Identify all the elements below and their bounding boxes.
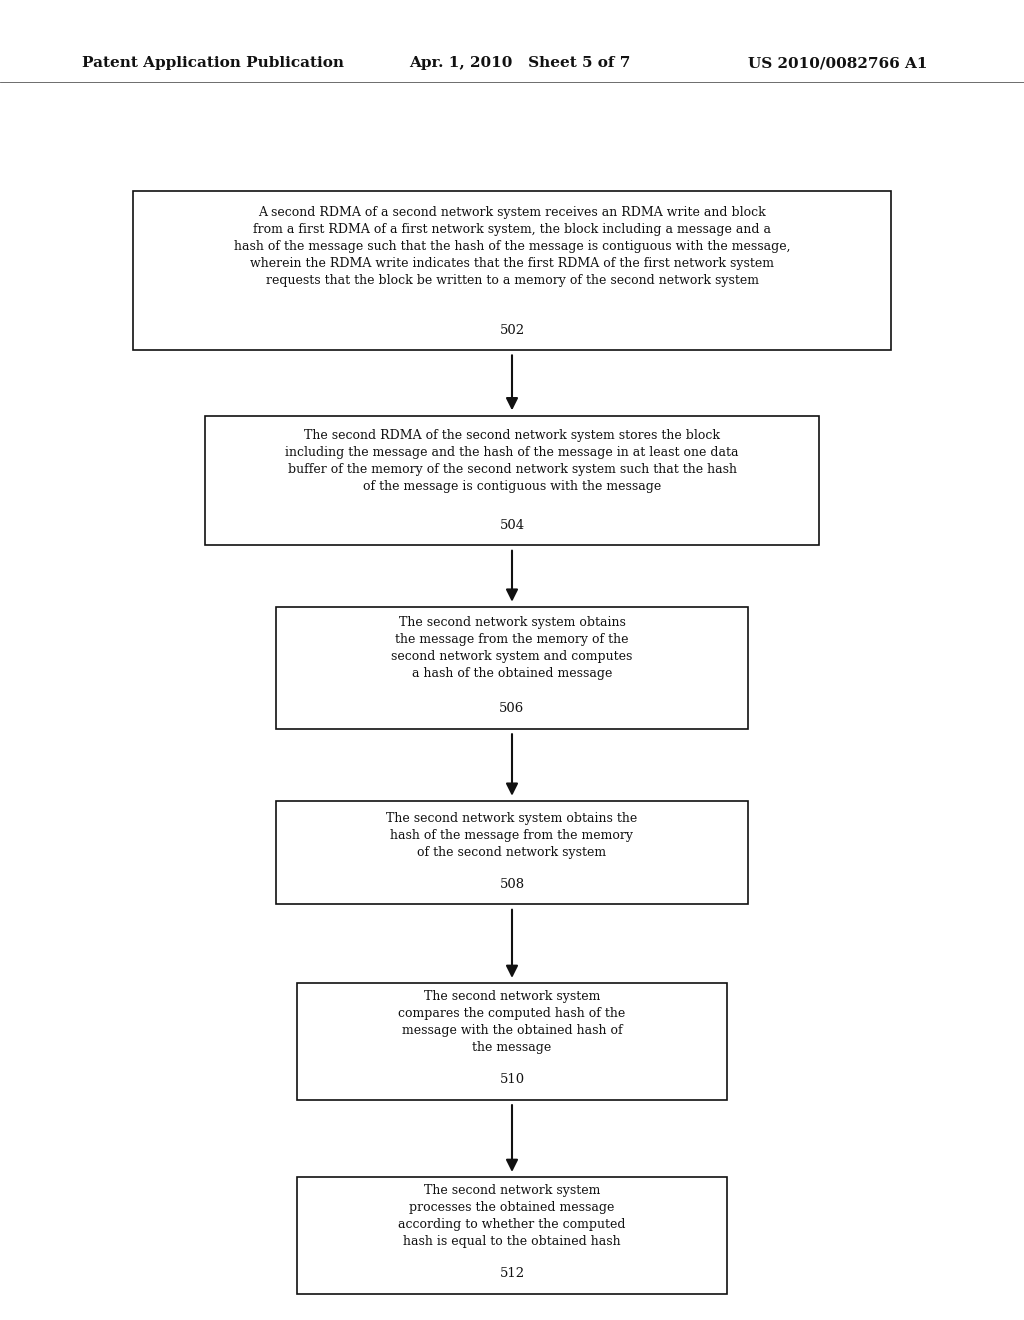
Bar bbox=[276, 607, 748, 729]
Bar bbox=[297, 1177, 727, 1294]
Text: The second network system obtains the
hash of the message from the memory
of the: The second network system obtains the ha… bbox=[386, 812, 638, 859]
Text: Patent Application Publication: Patent Application Publication bbox=[82, 57, 344, 70]
Text: 504: 504 bbox=[500, 519, 524, 532]
Text: The second network system obtains
the message from the memory of the
second netw: The second network system obtains the me… bbox=[391, 616, 633, 680]
Text: 508: 508 bbox=[500, 878, 524, 891]
Bar bbox=[297, 983, 727, 1100]
Text: 512: 512 bbox=[500, 1267, 524, 1280]
Text: 506: 506 bbox=[500, 702, 524, 715]
Text: A second RDMA of a second network system receives an RDMA write and block
from a: A second RDMA of a second network system… bbox=[233, 206, 791, 288]
Bar bbox=[276, 801, 748, 904]
Text: Apr. 1, 2010   Sheet 5 of 7: Apr. 1, 2010 Sheet 5 of 7 bbox=[410, 57, 631, 70]
Bar bbox=[205, 416, 819, 545]
Text: The second network system
processes the obtained message
according to whether th: The second network system processes the … bbox=[398, 1184, 626, 1247]
Text: US 2010/0082766 A1: US 2010/0082766 A1 bbox=[748, 57, 927, 70]
Text: The second RDMA of the second network system stores the block
including the mess: The second RDMA of the second network sy… bbox=[286, 429, 738, 492]
Text: 502: 502 bbox=[500, 323, 524, 337]
Text: 510: 510 bbox=[500, 1073, 524, 1086]
Bar bbox=[133, 191, 891, 350]
Text: The second network system
compares the computed hash of the
message with the obt: The second network system compares the c… bbox=[398, 990, 626, 1053]
